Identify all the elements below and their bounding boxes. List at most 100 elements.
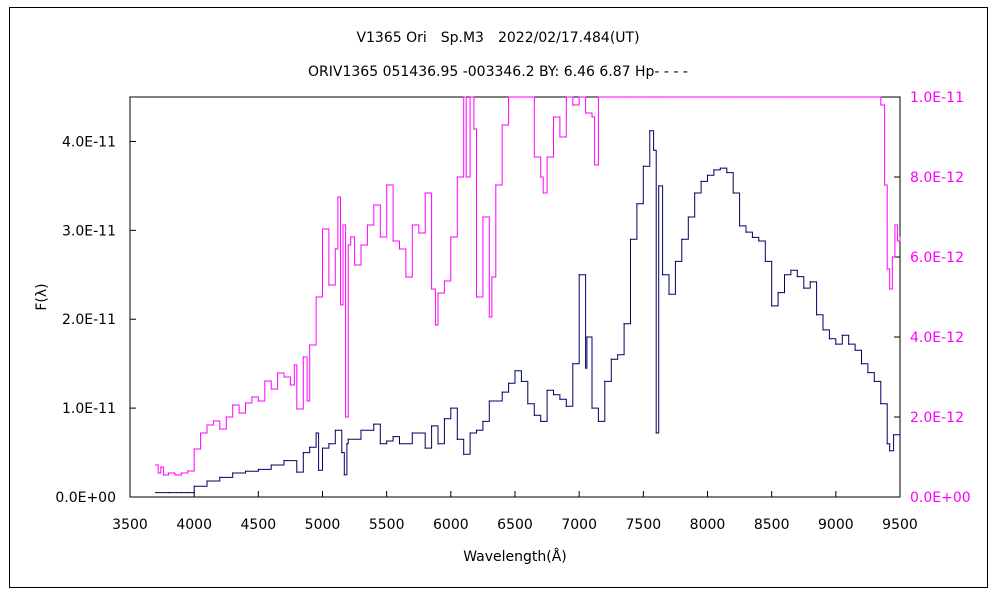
point-left: [180, 492, 182, 494]
x-tick-label: 9000: [818, 517, 854, 533]
y-axis-left-ticks: 0.0E+00 1.0E-11 2.0E-11 3.0E-11 4.0E-11: [55, 134, 136, 506]
point-left: [886, 443, 888, 445]
point-right: [315, 296, 317, 298]
point-left: [591, 407, 593, 409]
point-left: [739, 225, 741, 227]
point-right: [386, 184, 388, 186]
y-right-tick-label: 8.0E-12: [910, 170, 964, 186]
point-left: [257, 468, 259, 470]
point-right: [758, 96, 760, 98]
point-right: [585, 112, 587, 114]
point-right: [559, 136, 561, 138]
y-right-tick-label: 2.0E-12: [910, 410, 964, 426]
point-right: [392, 240, 394, 242]
point-right: [293, 364, 295, 366]
point-right: [418, 232, 420, 234]
point-right: [653, 96, 655, 98]
point-right: [424, 192, 426, 194]
y-right-tick-label: 4.0E-12: [910, 330, 964, 346]
point-right: [542, 192, 544, 194]
point-right: [345, 416, 347, 418]
point-left: [758, 240, 760, 242]
point-left: [687, 216, 689, 218]
point-left: [411, 432, 413, 434]
series-group: [155, 96, 901, 494]
point-right: [306, 400, 308, 402]
point-right: [354, 264, 356, 266]
point-right: [719, 96, 721, 98]
point-right: [880, 104, 882, 106]
point-right: [339, 304, 342, 306]
point-left: [167, 492, 170, 494]
x-axis-label: Wavelength(Å): [463, 548, 567, 565]
point-left: [520, 380, 523, 382]
x-tick-label: 7000: [561, 517, 597, 533]
point-right: [889, 288, 891, 290]
point-right: [629, 96, 632, 98]
point-left: [315, 432, 317, 434]
point-left: [848, 343, 850, 345]
point-left: [488, 400, 490, 402]
point-right: [591, 116, 593, 118]
point-right: [200, 432, 202, 434]
y-left-tick-label: 4.0E-11: [62, 134, 116, 150]
point-left: [653, 149, 655, 151]
x-tick-label: 4000: [176, 517, 212, 533]
point-right: [809, 96, 811, 98]
y-left-tick-label: 3.0E-11: [62, 223, 116, 239]
point-left: [424, 447, 426, 449]
point-right: [565, 96, 567, 98]
point-right: [456, 176, 458, 178]
point-left: [816, 314, 818, 316]
point-right: [540, 176, 542, 178]
y-axis-label: F(λ): [34, 283, 50, 310]
point-left: [860, 363, 863, 365]
point-right: [264, 380, 266, 382]
series-line-right: [155, 96, 901, 476]
x-tick-label: 5000: [305, 517, 341, 533]
point-left: [777, 292, 779, 294]
point-left: [899, 436, 901, 438]
point-right: [244, 402, 247, 404]
point-left: [431, 425, 433, 427]
point-right: [482, 216, 484, 218]
point-left: [437, 443, 439, 445]
point-left: [809, 281, 811, 283]
point-right: [597, 96, 600, 98]
point-right: [437, 292, 439, 294]
point-right: [334, 248, 336, 250]
point-right: [366, 224, 368, 226]
point-left: [585, 367, 587, 369]
point-right: [206, 424, 208, 426]
point-right: [398, 248, 401, 250]
point-right: [572, 104, 574, 106]
y-right-tick-label: 6.0E-12: [910, 250, 964, 266]
y-left-tick-label: 0.0E+00: [55, 490, 116, 506]
point-right: [860, 96, 863, 98]
point-right: [296, 408, 298, 410]
point-right: [822, 96, 824, 98]
point-right: [160, 466, 162, 468]
point-left: [475, 429, 478, 431]
point-left: [373, 423, 375, 425]
point-left: [379, 443, 381, 445]
point-left: [662, 274, 664, 276]
point-right: [681, 96, 683, 98]
point-left: [341, 452, 343, 454]
point-right: [347, 244, 349, 246]
point-left: [706, 174, 709, 176]
point-right: [473, 128, 475, 130]
point-right: [488, 316, 490, 318]
point-left: [700, 180, 702, 182]
point-left: [796, 276, 798, 278]
x-tick-label: 8000: [690, 517, 726, 533]
point-right: [594, 164, 596, 166]
point-right: [623, 96, 625, 98]
point-left: [443, 418, 445, 420]
point-right: [578, 96, 580, 98]
point-right: [783, 96, 786, 98]
x-tick-label: 3500: [112, 517, 148, 533]
point-right: [873, 96, 875, 98]
point-left: [597, 420, 600, 422]
point-left: [578, 274, 580, 276]
